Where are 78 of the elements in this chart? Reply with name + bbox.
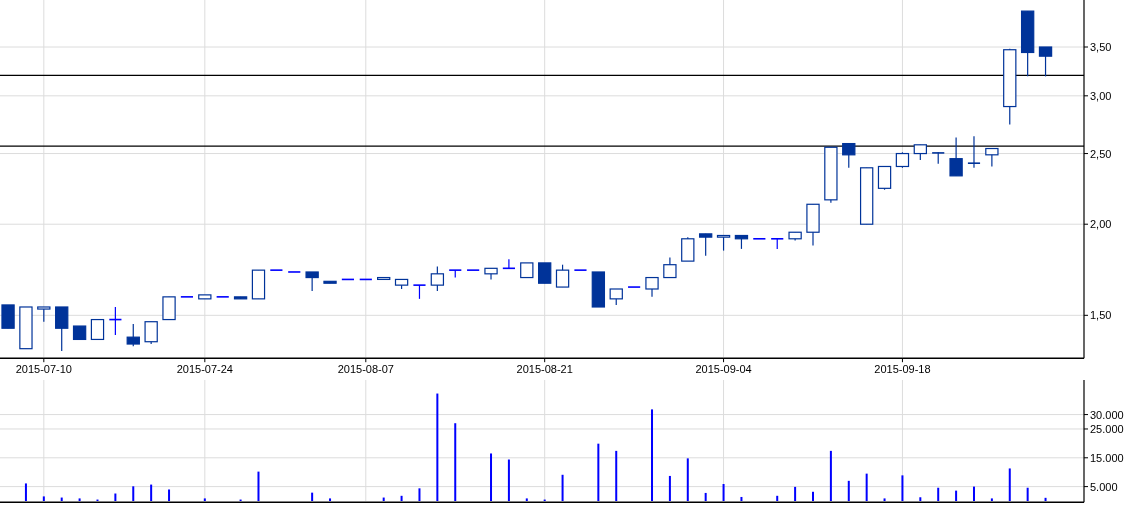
bar xyxy=(1008,468,1011,501)
bar xyxy=(561,474,564,501)
candlestick xyxy=(967,135,981,169)
bar xyxy=(114,493,117,501)
bar xyxy=(525,498,528,501)
candlestick xyxy=(538,262,552,284)
y-tick-label: 25.000 xyxy=(1090,422,1124,435)
bar xyxy=(436,393,439,501)
bar xyxy=(1044,497,1047,501)
bar xyxy=(812,491,814,501)
bar xyxy=(507,459,510,501)
candlestick xyxy=(55,306,69,352)
x-tick-label: 2015-08-07 xyxy=(337,363,394,376)
bar xyxy=(615,450,618,501)
candlestick xyxy=(555,264,570,288)
x-tick-label: 2015-09-04 xyxy=(695,363,752,376)
bar xyxy=(829,450,832,501)
bar xyxy=(203,498,206,501)
y-tick-label: 5.000 xyxy=(1090,480,1118,493)
bar xyxy=(400,495,403,501)
bar xyxy=(704,492,707,501)
candlestick xyxy=(126,323,140,347)
candlestick xyxy=(1038,46,1053,77)
candlestick xyxy=(430,265,445,292)
candlestick xyxy=(663,256,677,279)
y-tick-label: 1,50 xyxy=(1090,309,1112,322)
y-tick-label: 2,50 xyxy=(1090,147,1112,160)
bar xyxy=(42,496,45,501)
bar xyxy=(686,458,689,501)
bar xyxy=(776,495,779,501)
y-tick-label: 15.000 xyxy=(1090,451,1124,464)
x-tick-label: 2015-07-24 xyxy=(176,363,233,376)
bar xyxy=(257,471,260,501)
candlestick xyxy=(645,276,659,298)
y-tick-label: 3,00 xyxy=(1090,89,1112,102)
bar xyxy=(722,484,725,501)
bar xyxy=(418,488,421,501)
candlestick xyxy=(90,318,105,341)
bar xyxy=(24,483,27,501)
bar xyxy=(955,490,958,501)
bar xyxy=(311,492,314,501)
candlestick xyxy=(985,147,999,168)
bar xyxy=(901,475,904,501)
bar xyxy=(794,486,797,501)
bar xyxy=(454,423,457,501)
bar xyxy=(132,486,135,501)
bar xyxy=(1026,487,1029,501)
candlestick xyxy=(144,321,158,345)
bar xyxy=(150,484,153,501)
candlestick xyxy=(305,271,319,292)
x-tick-label: 2015-07-10 xyxy=(15,363,72,376)
candlestick xyxy=(842,142,856,169)
bar xyxy=(668,475,671,501)
y-tick-label: 3,50 xyxy=(1090,41,1112,53)
candlestick xyxy=(877,165,892,191)
candlestick xyxy=(949,136,963,177)
bar xyxy=(597,443,600,501)
candlestick xyxy=(698,233,713,257)
bar xyxy=(972,486,975,501)
bar xyxy=(740,496,743,501)
y-tick-label: 30.000 xyxy=(1090,408,1124,421)
candlestick xyxy=(1,304,15,329)
y-tick-label: 2,00 xyxy=(1090,218,1112,231)
bar xyxy=(919,497,922,501)
bar xyxy=(883,498,886,501)
bar xyxy=(490,453,493,501)
candlestick xyxy=(681,236,695,262)
x-tick-label: 2015-09-18 xyxy=(874,363,931,376)
bar xyxy=(865,473,868,501)
bar xyxy=(168,489,171,501)
bar xyxy=(847,480,850,501)
bar xyxy=(78,498,81,501)
x-tick-label: 2015-08-21 xyxy=(516,363,573,376)
bar xyxy=(937,487,940,501)
candlestick xyxy=(162,296,176,321)
bar xyxy=(651,409,654,501)
bar xyxy=(990,498,993,501)
bar xyxy=(329,498,332,501)
